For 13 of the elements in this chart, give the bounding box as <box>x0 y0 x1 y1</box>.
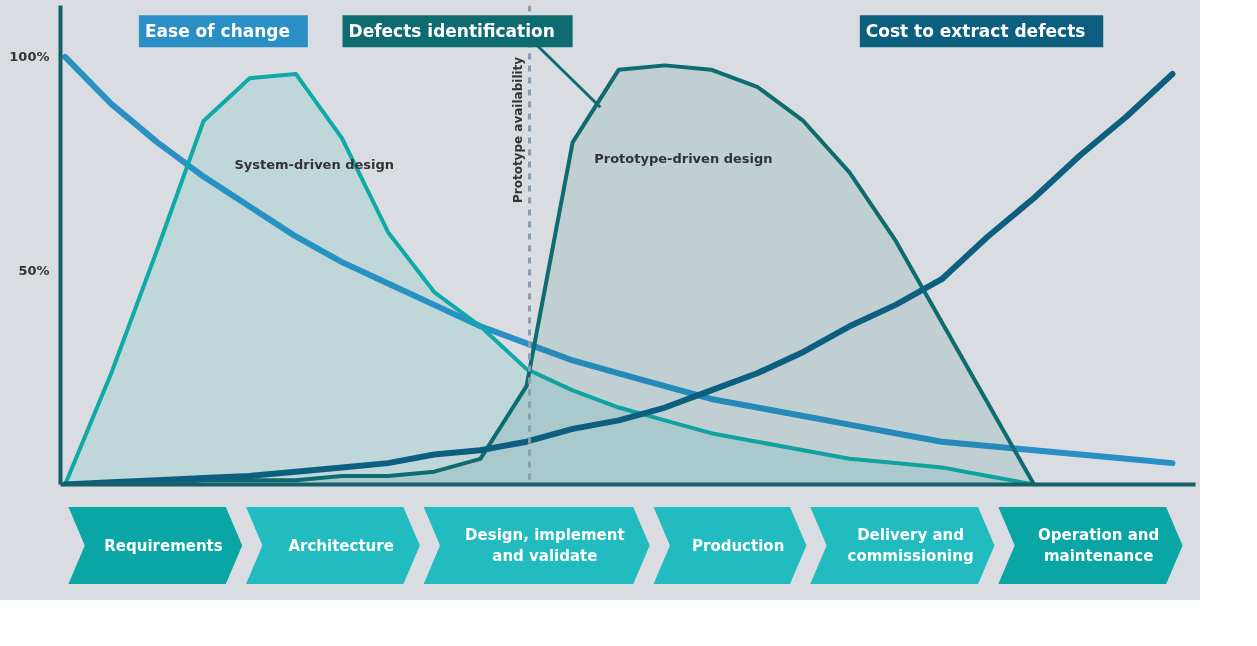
text: Ease of change <box>144 21 291 42</box>
text: Operation and maintenance <box>1038 525 1160 566</box>
text: Cost to extract defects <box>865 21 1086 42</box>
text: Production <box>692 536 785 555</box>
annotation: Defects identification <box>348 21 555 42</box>
series-label: Prototype-driven design <box>594 150 773 166</box>
text: Requirements <box>104 536 223 555</box>
text: Delivery and commissioning <box>847 525 974 566</box>
text: Design, implement and validate <box>465 525 625 566</box>
text: Architecture <box>288 536 394 555</box>
y-tick-label: 50% <box>18 263 50 279</box>
annotation: Prototype availability <box>511 56 526 204</box>
y-tick-label: 100% <box>9 49 50 65</box>
